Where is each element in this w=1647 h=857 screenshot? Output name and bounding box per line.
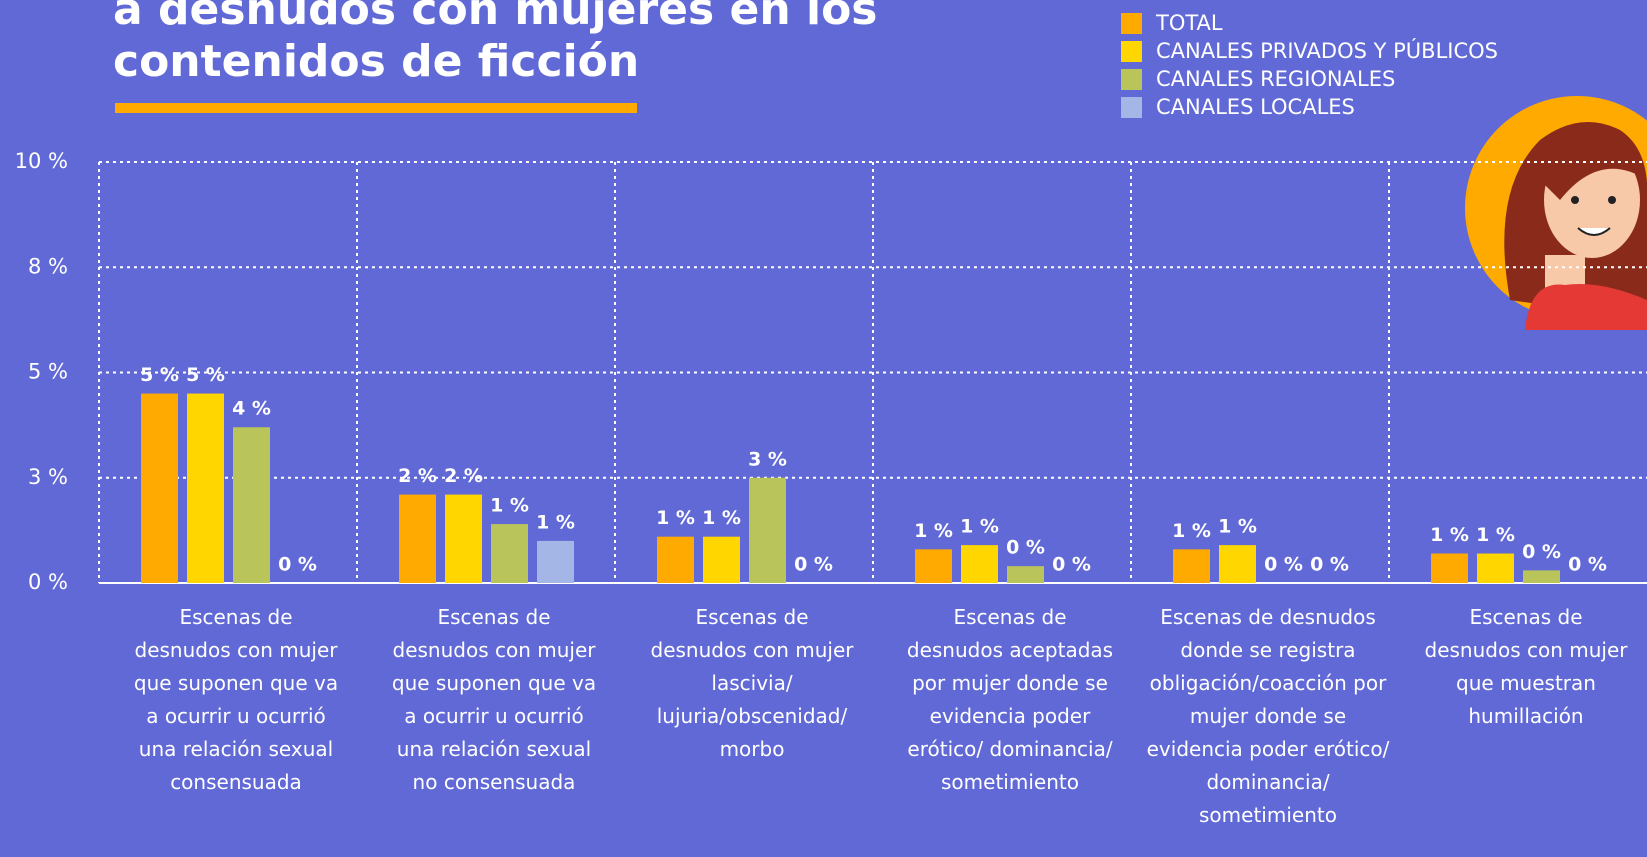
- bar: [915, 549, 952, 583]
- bar: [749, 478, 786, 583]
- value-label: 1 %: [960, 516, 999, 538]
- title-underline: [115, 103, 637, 113]
- y-tick-label: 8 %: [28, 254, 68, 278]
- bar: [961, 545, 998, 583]
- bar: [1523, 570, 1560, 583]
- value-label: 1 %: [1430, 524, 1469, 546]
- legend-swatch: [1121, 69, 1142, 90]
- x-tick-label: Escenas de desnudos aceptadas por mujer …: [903, 601, 1118, 799]
- chart-title: contenidos de ficción: [113, 36, 639, 87]
- bar: [1173, 549, 1210, 583]
- value-label: 4 %: [232, 398, 271, 420]
- value-label: 0 %: [1568, 554, 1607, 576]
- bar: [491, 524, 528, 583]
- value-label: 0 %: [1522, 541, 1561, 563]
- x-tick-label: Escenas de desnudos con mujer que supone…: [129, 601, 344, 799]
- value-label: 1 %: [1218, 516, 1257, 538]
- legend-swatch: [1121, 41, 1142, 62]
- value-label: 0 %: [794, 554, 833, 576]
- value-label: 1 %: [656, 507, 695, 529]
- avatar: [1465, 96, 1647, 330]
- bar: [703, 537, 740, 583]
- bar: [141, 394, 178, 583]
- legend-label: CANALES PRIVADOS Y PÚBLICOS: [1156, 38, 1498, 63]
- chart-title: a desnudos con mujeres en los: [113, 0, 878, 35]
- value-label: 1 %: [490, 495, 529, 517]
- bar: [1477, 554, 1514, 583]
- bar: [233, 427, 270, 583]
- value-label: 1 %: [1476, 524, 1515, 546]
- legend-label: TOTAL: [1155, 11, 1223, 35]
- bar: [187, 394, 224, 583]
- x-tick-label: Escenas de desnudos con mujer lascivia/ …: [645, 601, 860, 766]
- page: {"chart_data": {"type": "bar", "title": …: [0, 0, 1647, 857]
- value-label: 1 %: [702, 507, 741, 529]
- x-tick-label: Escenas de desnudos donde se registra ob…: [1146, 601, 1391, 832]
- bar: [1007, 566, 1044, 583]
- legend-swatch: [1121, 97, 1142, 118]
- bar: [657, 537, 694, 583]
- y-tick-label: 0 %: [28, 570, 68, 594]
- x-tick-label: Escenas de desnudos con mujer que supone…: [387, 601, 602, 799]
- value-label: 1 %: [1172, 520, 1211, 542]
- y-tick-label: 3 %: [28, 465, 68, 489]
- bar: [1219, 545, 1256, 583]
- bar: [445, 495, 482, 583]
- bar: [1431, 554, 1468, 583]
- value-label: 0 %: [278, 554, 317, 576]
- value-label: 0 %: [1006, 537, 1045, 559]
- value-label: 5 %: [186, 364, 225, 386]
- bar: [399, 495, 436, 583]
- legend-swatch: [1121, 13, 1142, 34]
- bar: [537, 541, 574, 583]
- value-label: 0 %: [1264, 554, 1303, 576]
- x-tick-label: Escenas de desnudos con mujer que muestr…: [1419, 601, 1634, 733]
- y-tick-label: 10 %: [15, 149, 68, 173]
- y-tick-label: 5 %: [28, 360, 68, 384]
- value-label: 1 %: [914, 520, 953, 542]
- legend-label: CANALES REGIONALES: [1156, 67, 1395, 91]
- legend-label: CANALES LOCALES: [1156, 95, 1355, 119]
- value-label: 0 %: [1310, 554, 1349, 576]
- value-label: 2 %: [398, 465, 437, 487]
- value-label: 2 %: [444, 465, 483, 487]
- value-label: 5 %: [140, 364, 179, 386]
- value-label: 1 %: [536, 511, 575, 533]
- value-label: 3 %: [748, 448, 787, 470]
- value-label: 0 %: [1052, 554, 1091, 576]
